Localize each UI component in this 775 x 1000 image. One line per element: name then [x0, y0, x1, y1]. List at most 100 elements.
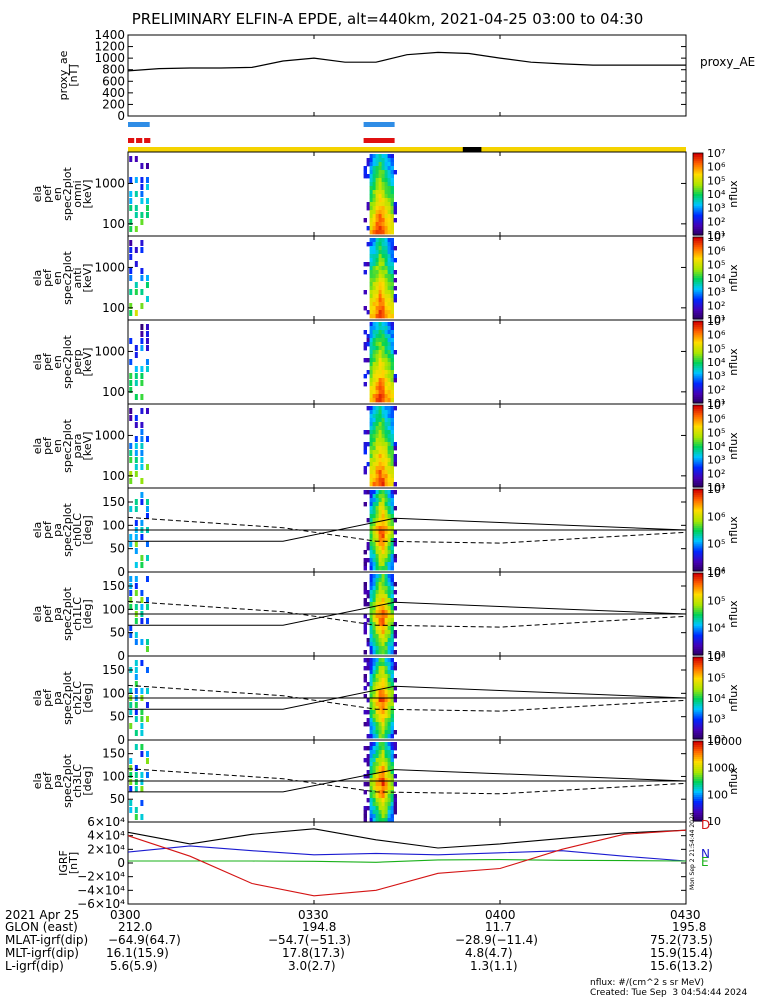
colorbar-segment [693, 568, 703, 572]
spectrogram-cell [381, 530, 385, 535]
spectrogram-cell [378, 750, 382, 755]
energy-y-tick-label: 100 [102, 217, 125, 231]
colorbar-segment [693, 407, 703, 410]
igrf-y-tick-label: −2×10⁴ [77, 870, 125, 884]
colorbar-segment [693, 198, 703, 201]
spectrogram-cell [378, 466, 382, 471]
spectrogram-cell [390, 346, 394, 351]
spectrogram-cell [378, 526, 382, 531]
colorbar-segment [693, 807, 703, 810]
spectrogram-cell [378, 382, 382, 387]
spectrogram-cell [390, 382, 394, 387]
spectrogram-cell [390, 410, 394, 415]
energy-panel-label: omni [71, 180, 84, 207]
spectrogram-cell [363, 650, 367, 655]
spectrogram-cell [375, 482, 379, 487]
spectrogram-cell [381, 494, 385, 499]
spectrogram-cell [140, 772, 144, 778]
spectrogram-cell [378, 686, 382, 691]
spectrogram-cell [366, 798, 370, 803]
colorbar-segment [693, 275, 703, 279]
spectrogram-cell [375, 726, 379, 731]
spectrogram-cell [387, 178, 391, 183]
spectrogram-cell [369, 666, 373, 671]
spectrogram-cell [369, 626, 373, 631]
colorbar-segment [693, 575, 703, 578]
spectrogram-cell [384, 362, 388, 367]
colorbar-segment [693, 200, 703, 203]
colorbar-segment [693, 607, 703, 611]
spectrogram-cell [381, 558, 385, 563]
spectrogram-cell [390, 666, 394, 671]
spectrogram-cell [375, 670, 379, 675]
spectrogram-cell [375, 694, 379, 699]
colorbar-segment [693, 249, 703, 252]
spectrogram-cell [381, 730, 385, 735]
spectrogram-cell [372, 306, 376, 311]
spectrogram-cell [369, 346, 373, 351]
spectrogram-cell [363, 694, 367, 699]
spectrogram-cell [375, 394, 379, 399]
igrf-legend-n: N [701, 847, 710, 861]
spectrogram-cell [390, 590, 394, 595]
spectrogram-cell [384, 178, 388, 183]
spectrogram-cell [369, 558, 373, 563]
spectrogram-cell [369, 430, 373, 435]
spectrogram-cell [384, 286, 388, 291]
energy-panel-label: en [51, 439, 64, 453]
spectrogram-cell [384, 590, 388, 595]
spectrogram-cell [393, 530, 397, 535]
spectrogram-cell [134, 191, 138, 197]
colorbar-segment [693, 793, 703, 796]
spectrogram-cell [363, 658, 367, 663]
spectrogram-cell [366, 370, 370, 375]
colorbar-segment [693, 593, 703, 597]
spectrogram-cell [375, 514, 379, 519]
spectrogram-cell [375, 534, 379, 539]
colorbar-segment [693, 370, 703, 373]
spectrogram-cell [369, 438, 373, 443]
spectrogram-cell [129, 450, 133, 456]
colorbar-segment [693, 257, 703, 261]
energy-panel-label: perp [71, 349, 84, 374]
spectrogram-cell [390, 298, 394, 303]
colorbar-segment [693, 376, 703, 379]
spectrogram-cell [366, 734, 370, 739]
colorbar-segment [693, 478, 703, 482]
colorbar-segment [693, 194, 703, 197]
spectrogram-cell [369, 378, 373, 383]
ae-y-tick-label: 0 [117, 109, 125, 123]
spectrogram-cell [372, 178, 376, 183]
spectrogram-cell [378, 666, 382, 671]
footer-value: 0430 [670, 908, 701, 922]
colorbar-segment [693, 427, 703, 431]
spectrogram-cell [372, 754, 376, 759]
spectrogram-cell [387, 190, 391, 195]
spectrogram-cell [378, 370, 382, 375]
spectrogram-cell [372, 594, 376, 599]
spectrogram-cell [384, 210, 388, 215]
spectrogram-cell [372, 510, 376, 515]
colorbar-segment [693, 155, 703, 158]
spectrogram-cell [366, 202, 370, 207]
spectrogram-cell [369, 714, 373, 719]
spectrogram-cell [378, 566, 382, 571]
colorbar-segment [693, 505, 703, 509]
colorbar-segment [693, 805, 703, 808]
spectrogram-cell [375, 174, 379, 179]
spectrogram-cell [375, 242, 379, 247]
spectrogram-cell [372, 214, 376, 219]
spectrogram-cell [381, 154, 385, 159]
spectrogram-cell [390, 506, 394, 511]
colorbar-tick-label: 10⁷ [707, 147, 725, 160]
colorbar-segment [693, 718, 703, 722]
spectrogram-cell [129, 443, 133, 449]
spectrogram-cell [140, 597, 144, 603]
spectrogram-cell [381, 178, 385, 183]
colorbar-segment [693, 791, 703, 794]
spectrogram-cell [375, 786, 379, 791]
energy-panel-frame [127, 403, 687, 489]
pitch-panel-label: ch2LC [71, 681, 84, 715]
spectrogram-cell [390, 250, 394, 255]
spectrogram-cell [129, 772, 133, 778]
